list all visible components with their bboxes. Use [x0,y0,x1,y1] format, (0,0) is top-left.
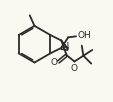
Text: N: N [61,42,69,52]
Text: O: O [50,58,57,67]
Text: O: O [70,64,77,73]
Text: OH: OH [76,31,90,40]
